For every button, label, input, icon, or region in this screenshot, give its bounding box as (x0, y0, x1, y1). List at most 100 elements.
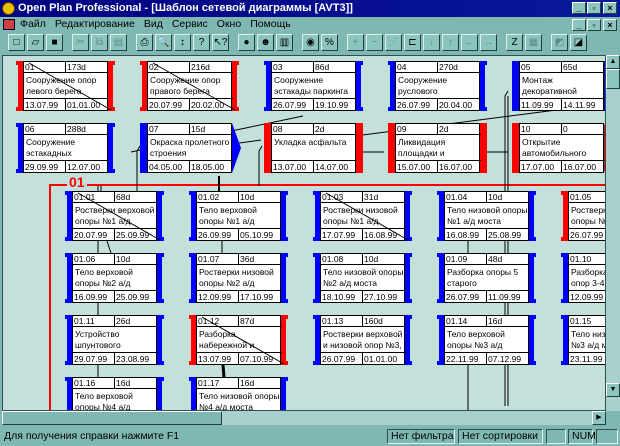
menu-item-5[interactable]: Помощь (250, 18, 291, 30)
duration: 87d (239, 316, 282, 327)
sort-button[interactable]: ↕ (174, 34, 191, 51)
start-date: 20.07.99 (73, 228, 115, 241)
add-button[interactable]: + (347, 34, 364, 51)
zoom-button[interactable]: Z (506, 34, 523, 51)
expand-button[interactable]: ◪ (570, 34, 587, 51)
maximize-button[interactable]: ▫ (587, 2, 601, 14)
chart-button[interactable]: ▥ (276, 34, 293, 51)
paste-button[interactable]: ▤ (110, 34, 127, 51)
print-button[interactable]: ⎙ (136, 34, 153, 51)
link-button[interactable]: ⋰ (385, 34, 402, 51)
activity-node-01.15[interactable]: 01.15 Тело низовой опоры №3 а/д моста 23.1… (561, 315, 605, 365)
end-date: 25.09.99 (115, 228, 158, 241)
activity-node-10[interactable]: 10 0 Открытие автомобильного 17.07.00 16.07.… (512, 123, 605, 173)
circle-button[interactable]: ● (238, 34, 255, 51)
scroll-right-button[interactable]: ▶ (592, 411, 606, 425)
menu-item-3[interactable]: Сервис (171, 18, 208, 30)
activity-node-01.05[interactable]: 01.05 Ростверки верховой опоры №2 а/д мос… (561, 191, 605, 241)
end-date: 25.09.99 (115, 290, 158, 303)
doc-minimize-button[interactable]: _ (572, 19, 586, 31)
save-button[interactable]: ■ (46, 34, 63, 51)
activity-node-01.04[interactable]: 01.04 10d Тело низовой опоры №1 а/д моста 1… (437, 191, 536, 241)
menu-item-1[interactable]: Редактирование (54, 18, 135, 30)
network-diagram-canvas[interactable]: 01 01 173d Сооружение опор левого берега 13… (2, 55, 606, 411)
open-button[interactable]: ▱ (27, 34, 44, 51)
add-icon: + (352, 37, 359, 48)
doc-restore-button[interactable]: ▫ (587, 19, 601, 31)
end-date: 05.10.99 (239, 228, 282, 241)
menu-item-4[interactable]: Окно (216, 18, 242, 30)
remove-button[interactable]: − (366, 34, 383, 51)
arrow-up-button[interactable]: ↑ (442, 34, 459, 51)
menu-item-0[interactable]: Файл (20, 18, 46, 30)
activity-id: 01.10 (569, 254, 605, 265)
node-box: 01.01 68d Ростверки верховой опоры №1 а/д … (72, 191, 158, 241)
start-date: 26.07.99 (272, 98, 314, 111)
context-help-button[interactable]: ↖? (212, 34, 229, 51)
status-help-text: Для получения справки нажмите F1 (4, 430, 180, 442)
activity-node-01.17[interactable]: 01.17 16d Тело низовой опоры №4 а/д моста (189, 377, 288, 410)
end-date: 14.07.00 (314, 160, 357, 173)
doc-close-button[interactable]: × (603, 19, 617, 31)
activity-node-08[interactable]: 08 2d Укладка асфальта 13.07.00 14.07.00 (264, 123, 363, 173)
close-button[interactable]: × (603, 2, 617, 14)
activity-node-01.13[interactable]: 01.13 160d Ростверки верховой и низовой оп… (313, 315, 412, 365)
scroll-thumb-horizontal[interactable] (2, 411, 222, 425)
copy-button[interactable]: ⧉ (91, 34, 108, 51)
activity-node-01.08[interactable]: 01.08 10d Тело низовой опоры №2 а/д моста 1… (313, 253, 412, 303)
arrow-right-button[interactable]: → (480, 34, 497, 51)
start-date: 17.07.99 (321, 228, 363, 241)
scroll-up-button[interactable]: ▲ (606, 55, 620, 69)
start-marker (140, 123, 147, 173)
activity-node-01.01[interactable]: 01.01 68d Ростверки верховой опоры №1 а/д … (65, 191, 164, 241)
end-date: 01.01.00 (66, 98, 109, 111)
activity-name: Тело низовой опоры №2 а/д моста (323, 267, 404, 288)
activity-id: 04 (396, 62, 438, 73)
activity-node-01.10[interactable]: 01.10 Разборка оснований опор 3-4 старого… (561, 253, 605, 303)
start-date: 11.09.99 (520, 98, 562, 111)
new-button[interactable]: □ (8, 34, 25, 51)
unlink-button[interactable]: ⊏ (404, 34, 421, 51)
collapse-icon: ◩ (554, 37, 565, 48)
status-bar: Для получения справки нажмите F1 Нет фил… (0, 426, 620, 446)
horizontal-scrollbar[interactable]: ▶ (2, 411, 606, 425)
activity-id: 03 (272, 62, 314, 73)
print-preview-button[interactable]: 🔍 (155, 34, 172, 51)
vertical-scrollbar[interactable]: ▲ ▼ (606, 55, 620, 411)
document-icon[interactable] (3, 19, 15, 30)
activity-name: Устройство шпунтового ограждения котлова… (75, 329, 122, 352)
layout-button[interactable]: ▦ (525, 34, 542, 51)
scroll-down-button[interactable]: ▼ (606, 383, 620, 397)
arrow-down-button[interactable]: ↓ (423, 34, 440, 51)
activity-node-01[interactable]: 01 173d Сооружение опор левого берега 13.07… (16, 61, 115, 111)
minimize-button[interactable]: _ (572, 2, 586, 14)
activity-id: 06 (24, 124, 66, 135)
progress-button[interactable]: ◉ (302, 34, 319, 51)
activity-name: Ростверки низовой опоры №1 а/д моста (323, 205, 398, 228)
help-button[interactable]: ? (193, 34, 210, 51)
scroll-thumb[interactable] (606, 69, 620, 89)
arrow-left-button[interactable]: ← (461, 34, 478, 51)
percent-button[interactable]: % (321, 34, 338, 51)
activity-node-07[interactable]: 07 15d Окраска пролетного строения 04.05.00… (140, 123, 241, 173)
collapse-button[interactable]: ◩ (551, 34, 568, 51)
resource-button[interactable]: ☻ (257, 34, 274, 51)
activity-node-02[interactable]: 02 216d Сооружение опор правого берега 20.0… (140, 61, 239, 111)
cut-button[interactable]: ✂ (72, 34, 89, 51)
menu-item-2[interactable]: Вид (143, 18, 163, 30)
